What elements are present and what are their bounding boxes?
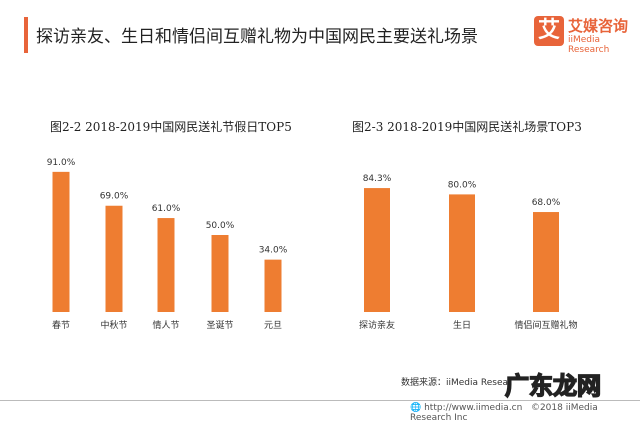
logo-mark: 艾 xyxy=(534,16,564,46)
data-label: 91.0% xyxy=(47,158,76,168)
data-label: 80.0% xyxy=(448,180,477,190)
chart-title-left: 图2-2 2018-2019中国网民送礼节假日TOP5 xyxy=(50,120,292,134)
bar xyxy=(105,205,123,312)
data-label: 84.3% xyxy=(363,174,392,184)
bar xyxy=(52,171,70,312)
bar xyxy=(364,188,390,312)
bar xyxy=(157,218,175,312)
data-label: 50.0% xyxy=(206,221,235,231)
category-label: 圣诞节 xyxy=(206,320,233,331)
data-source: 数据来源：iiMedia Resea xyxy=(401,378,509,388)
category-label: 生日 xyxy=(453,319,471,331)
bar xyxy=(533,212,559,312)
data-label: 68.0% xyxy=(532,198,561,208)
bar xyxy=(211,235,229,312)
logo-text: 艾媒咨询 xyxy=(568,17,629,35)
footer-divider xyxy=(0,400,640,401)
title-accent-bar xyxy=(24,17,28,53)
bar xyxy=(449,194,475,312)
category-label: 春节 xyxy=(52,319,70,331)
category-label: 元旦 xyxy=(264,320,282,331)
data-label: 69.0% xyxy=(100,192,129,202)
category-label: 情侣间互赠礼物 xyxy=(514,319,577,331)
watermark: 广东龙网 xyxy=(504,371,602,401)
bar xyxy=(264,259,282,312)
logo-subtext: iiMedia Research xyxy=(568,35,610,55)
footer-url[interactable]: http://www.iimedia.cn xyxy=(424,403,523,413)
data-label: 34.0% xyxy=(259,246,288,256)
category-label: 探访亲友 xyxy=(359,319,395,331)
globe-icon: 🌐 xyxy=(410,403,422,413)
data-label: 61.0% xyxy=(152,204,181,214)
footer-text: 🌐 http://www.iimedia.cn ©2018 iiMedia Re… xyxy=(410,403,640,423)
page-title: 探访亲友、生日和情侣间互赠礼物为中国网民主要送礼场景 xyxy=(36,27,478,47)
category-label: 情人节 xyxy=(152,319,179,331)
chart-title-right: 图2-3 2018-2019中国网民送礼场景TOP3 xyxy=(352,120,582,134)
category-label: 中秋节 xyxy=(100,319,127,331)
